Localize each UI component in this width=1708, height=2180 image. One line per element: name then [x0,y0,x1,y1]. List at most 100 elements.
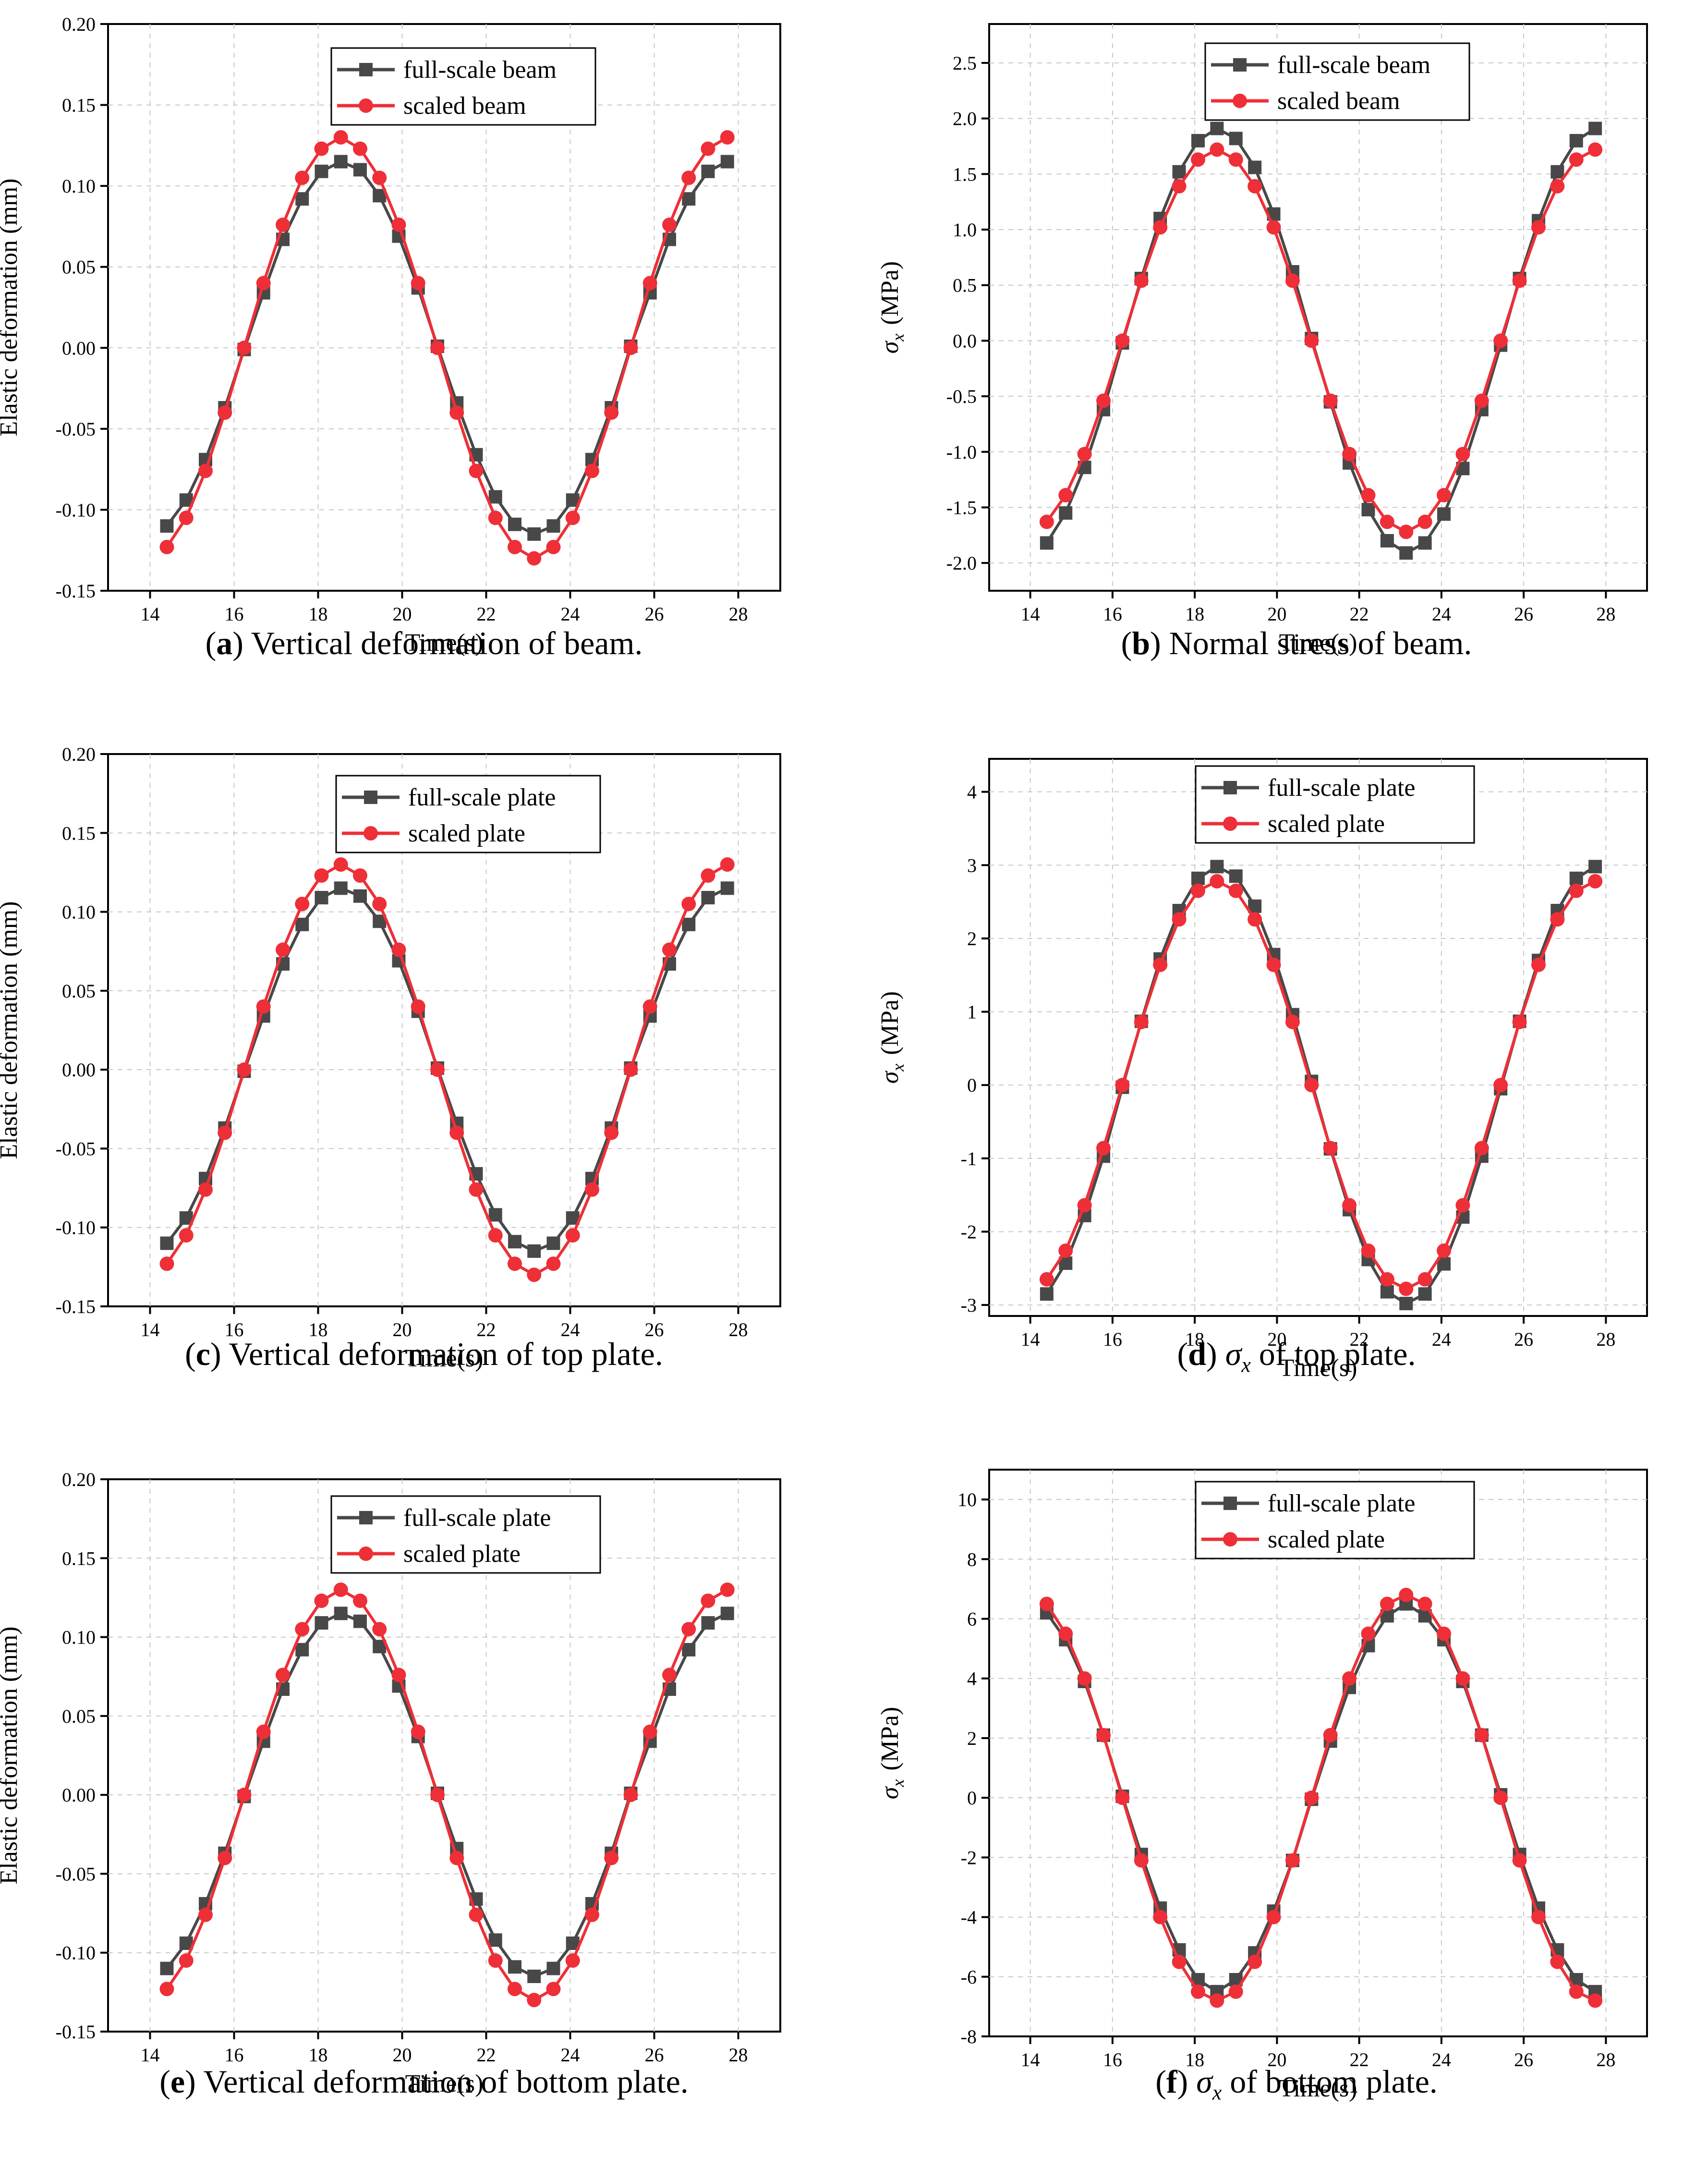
caption-paren: ) [1177,2063,1188,2100]
x-tick-label: 18 [1185,1328,1204,1350]
data-point [546,519,560,533]
data-point [1077,1198,1092,1213]
series-line-circle [1045,879,1596,1291]
data-point [469,1907,484,1922]
data-point [1512,1853,1527,1868]
data-point [1588,874,1603,889]
data-point [1039,1596,1054,1611]
x-tick-label: 16 [225,2044,244,2066]
data-point [1058,1243,1073,1258]
data-point [681,897,696,912]
series-points-circle [159,1583,735,2008]
data-point [1153,957,1168,972]
legend: full-scale plate scaled plate [330,1495,601,1574]
data-point [1531,1910,1546,1924]
data-point [1191,134,1205,147]
y-axis-unit: (MPa) [876,261,904,325]
data-point [430,341,445,355]
data-point [1550,179,1565,194]
y-tick-label: 0 [967,1787,977,1809]
legend-label: scaled plate [408,820,525,847]
data-point [1342,447,1357,462]
data-point [295,192,309,206]
data-point [1077,447,1092,462]
data-point [488,490,502,504]
y-tick-label: 0.0 [953,330,977,352]
data-point [1115,333,1130,348]
y-axis-label: σx (MPa) [876,1707,908,1800]
y-tick-label: 0 [967,1074,977,1096]
data-point [1248,1954,1262,1969]
series-points-circle [159,130,735,566]
data-point [488,1933,502,1947]
caption-a: (a) Vertical deformation of beam. [88,624,760,662]
legend-marker [1233,58,1247,72]
y-tick-label: 1.0 [953,219,977,241]
data-point [1115,1078,1130,1093]
y-tick-label: 0.15 [62,822,96,844]
x-axis-label: Time(s) [1279,1354,1357,1382]
legend-label: full-scale plate [403,1504,551,1532]
data-point [160,1961,174,1975]
data-point [1191,871,1205,885]
caption-symbol: σ [1196,2063,1212,2100]
data-point [1569,871,1583,885]
caption-text: Normal stress of beam. [1161,625,1472,661]
caption-text: of top plate. [1250,1336,1416,1372]
data-point [682,1643,696,1656]
x-tick-label: 20 [1267,1328,1286,1350]
y-axis-label: Elastic deformation (mm) [0,901,23,1159]
legend-marker [1223,816,1237,831]
y-tick-label: 0.00 [62,1784,96,1806]
data-point [1474,1141,1489,1156]
data-point [527,1993,542,2008]
data-point [1153,1910,1168,1924]
caption-paren: ( [185,1336,196,1372]
data-point [1304,1790,1319,1805]
y-axis-label: σx (MPa) [876,261,908,354]
data-point [353,868,367,883]
y-tick-label: 0.05 [62,1705,96,1727]
y-tick-label: 0.20 [62,743,96,765]
data-point [1437,1243,1452,1258]
y-axis-subscript: x [888,334,908,342]
x-tick-label: 24 [561,1319,580,1340]
chart-f: 14 16 18 20 22 24 26 28-8-6-4-20246810Time(s)σx… [876,1469,1648,2102]
x-tick-label: 18 [309,603,328,625]
y-axis-label: Elastic deformation (mm) [0,178,23,436]
data-point [333,130,348,145]
y-tick-label: 2 [967,1728,977,1749]
y-tick-label: 0.10 [62,1627,96,1648]
plot-area [988,1469,1648,2037]
x-axis-label: Time(s) [405,1345,484,1372]
legend-box [1204,42,1470,121]
data-point [681,171,696,185]
data-point [391,942,406,957]
y-tick-label: -0.05 [56,418,96,440]
legend-marker [359,1547,373,1561]
data-point [372,171,387,185]
y-axis-symbol: σ [876,340,904,353]
data-point [353,163,367,177]
data-point [508,1235,521,1249]
data-point [508,1982,522,1997]
data-point [295,1643,309,1656]
data-point [1417,1596,1432,1611]
data-point [701,1594,715,1608]
x-axis-label: Time(s) [1279,629,1357,657]
data-point [604,405,619,420]
y-tick-label: 0.20 [62,13,96,35]
data-point [662,942,677,957]
data-point [1058,488,1073,503]
data-point [1380,1285,1394,1299]
data-point [1551,165,1564,179]
data-point [1039,514,1054,529]
chart-e: 14 16 18 20 22 24 26 28 -0.15 -0.10 -0.05 0.00 0.05 0… [0,1469,781,2097]
x-axis-label: Time(s) [405,629,484,657]
x-tick-label: 28 [729,603,748,625]
caption-space [1217,1336,1225,1372]
data-point [1210,142,1224,157]
data-point [1531,957,1546,972]
data-point [218,405,232,420]
data-point [1059,506,1073,520]
